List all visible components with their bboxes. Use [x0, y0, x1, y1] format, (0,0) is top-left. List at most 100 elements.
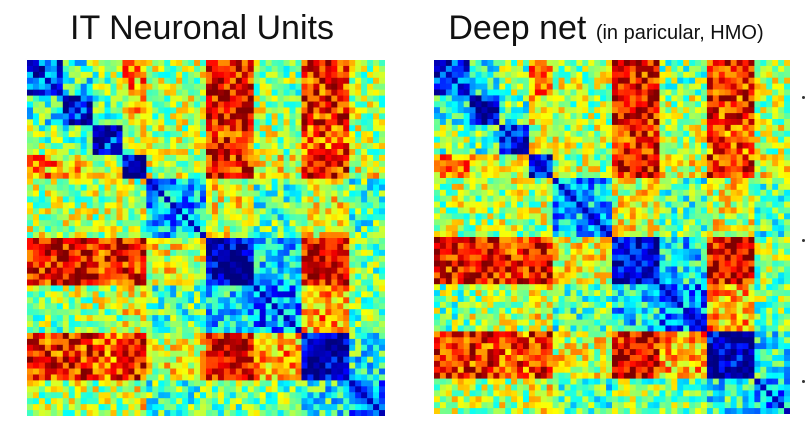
matrix-cell [223, 172, 231, 180]
matrix-cell [188, 202, 195, 209]
matrix-cell [778, 160, 785, 167]
matrix-cell [552, 119, 559, 126]
matrix-cell [379, 154, 385, 162]
matrix-cell [271, 261, 278, 269]
matrix-cell [307, 143, 314, 150]
matrix-cell [247, 214, 255, 221]
matrix-cell [116, 398, 123, 405]
matrix-cell [223, 261, 231, 269]
matrix-cell [349, 380, 356, 387]
matrix-cell [331, 208, 338, 215]
matrix-cell [86, 184, 94, 191]
matrix-cell [74, 291, 82, 298]
matrix-cell [337, 214, 344, 221]
matrix-cell [379, 202, 385, 209]
matrix-cell [337, 303, 344, 310]
matrix-cell [116, 338, 123, 346]
matrix-cell [68, 374, 76, 381]
matrix-cell [27, 285, 34, 292]
matrix-cell [784, 107, 790, 114]
matrix-cell [695, 148, 702, 155]
matrix-cell [200, 77, 207, 85]
matrix-cell [331, 279, 338, 286]
matrix-cell [182, 255, 189, 263]
matrix-cell [451, 77, 459, 84]
matrix-cell [552, 142, 559, 149]
matrix-cell [349, 285, 356, 292]
matrix-cell [80, 190, 88, 197]
matrix-cell [379, 95, 385, 102]
matrix-cell [27, 303, 34, 310]
matrix-cell [373, 309, 380, 316]
matrix-cell [724, 154, 732, 161]
matrix-cell [200, 368, 207, 375]
title-main: Deep net [448, 9, 587, 47]
matrix-cell [62, 362, 70, 369]
matrix-cell [50, 208, 58, 215]
matrix-cell [355, 83, 362, 91]
matrix-cell [265, 374, 273, 381]
matrix-cell [152, 285, 159, 292]
matrix-cell [158, 309, 165, 316]
matrix-cell [152, 279, 159, 286]
matrix-cell [211, 172, 219, 180]
matrix-cell [659, 83, 666, 90]
matrix-cell [337, 107, 344, 114]
matrix-cell [170, 113, 177, 120]
matrix-cell [343, 77, 350, 85]
matrix-cell [134, 279, 141, 286]
matrix-cell [206, 65, 213, 73]
matrix-cell [146, 261, 153, 269]
matrix-cell [355, 125, 362, 132]
matrix-cell [301, 279, 308, 286]
matrix-cell [564, 178, 571, 185]
matrix-cell [325, 344, 332, 352]
matrix-cell [576, 136, 583, 143]
matrix-cell [110, 95, 117, 102]
matrix-cell [451, 136, 459, 143]
matrix-cell [295, 60, 302, 67]
matrix-cell [223, 303, 231, 310]
matrix-cell [38, 374, 46, 381]
matrix-cell [606, 160, 613, 167]
matrix-cell [38, 350, 46, 358]
matrix-cell [104, 113, 111, 120]
matrix-cell [659, 124, 666, 132]
matrix-cell [361, 143, 368, 150]
matrix-cell [229, 95, 237, 102]
matrix-cell [277, 297, 284, 304]
matrix-cell [92, 297, 99, 304]
matrix-cell [122, 243, 129, 251]
matrix-cell [206, 398, 213, 405]
matrix-cell [301, 315, 308, 322]
matrix-cell [229, 291, 237, 298]
matrix-cell [361, 273, 368, 280]
matrix-cell [629, 89, 637, 96]
matrix-cell [217, 113, 225, 120]
matrix-cell [379, 368, 385, 375]
matrix-cell [259, 95, 267, 102]
matrix-cell [104, 178, 111, 185]
matrix-cell [27, 208, 34, 215]
matrix-cell [487, 95, 494, 102]
matrix-cell [373, 89, 380, 96]
matrix-cell [772, 148, 779, 155]
matrix-cell [217, 255, 225, 263]
matrix-cell [629, 71, 637, 79]
matrix-cell [355, 71, 362, 79]
matrix-cell [528, 183, 536, 191]
matrix-cell [558, 183, 565, 191]
matrix-cell [152, 392, 159, 399]
matrix-cell [361, 321, 368, 328]
matrix-cell [134, 101, 141, 108]
matrix-cell [235, 273, 243, 280]
matrix-cell [38, 362, 46, 369]
matrix-cell [635, 113, 643, 120]
matrix-cell [724, 166, 732, 173]
matrix-cell [367, 208, 374, 215]
matrix-cell [152, 154, 159, 162]
matrix-cell [164, 172, 171, 180]
matrix-cell [617, 166, 625, 173]
matrix-cell [355, 243, 362, 251]
matrix-cell [379, 279, 385, 286]
